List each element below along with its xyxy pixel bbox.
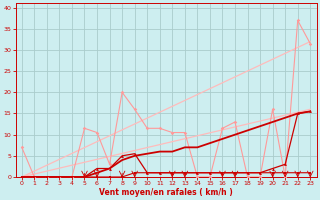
X-axis label: Vent moyen/en rafales ( km/h ): Vent moyen/en rafales ( km/h )	[99, 188, 233, 197]
